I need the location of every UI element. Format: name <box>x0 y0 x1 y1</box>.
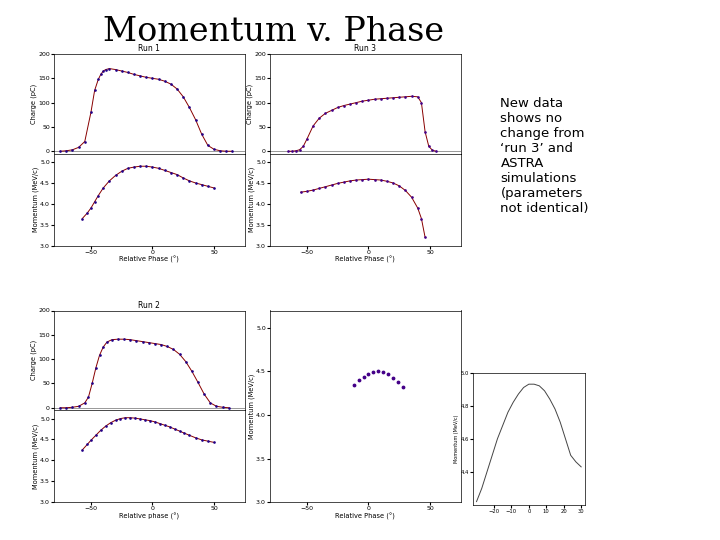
Y-axis label: Momentum (MeV/c): Momentum (MeV/c) <box>248 167 255 232</box>
X-axis label: Relative Phase (°): Relative Phase (°) <box>120 256 179 264</box>
Text: New data
shows no
change from
‘run 3’ and
ASTRA
simulations
(parameters
not iden: New data shows no change from ‘run 3’ an… <box>500 97 589 215</box>
Y-axis label: Momentum (MeV/c): Momentum (MeV/c) <box>32 167 39 232</box>
Y-axis label: Charge (pC): Charge (pC) <box>30 84 37 124</box>
Y-axis label: Momentum (MeV/c): Momentum (MeV/c) <box>32 423 39 489</box>
X-axis label: Relative phase (°): Relative phase (°) <box>120 513 179 520</box>
Y-axis label: Momentum (MeV/c): Momentum (MeV/c) <box>454 415 459 463</box>
Title: Run 3: Run 3 <box>354 44 377 53</box>
Y-axis label: Charge (pC): Charge (pC) <box>246 84 253 124</box>
X-axis label: Relative Phase (°): Relative Phase (°) <box>336 256 395 264</box>
X-axis label: Relative Phase (°): Relative Phase (°) <box>336 513 395 520</box>
Y-axis label: Charge (pC): Charge (pC) <box>30 340 37 381</box>
Y-axis label: Momentum (MeV/c): Momentum (MeV/c) <box>248 374 255 439</box>
Title: Run 1: Run 1 <box>138 44 161 53</box>
Text: Momentum v. Phase: Momentum v. Phase <box>103 16 444 48</box>
Title: Run 2: Run 2 <box>138 301 161 310</box>
